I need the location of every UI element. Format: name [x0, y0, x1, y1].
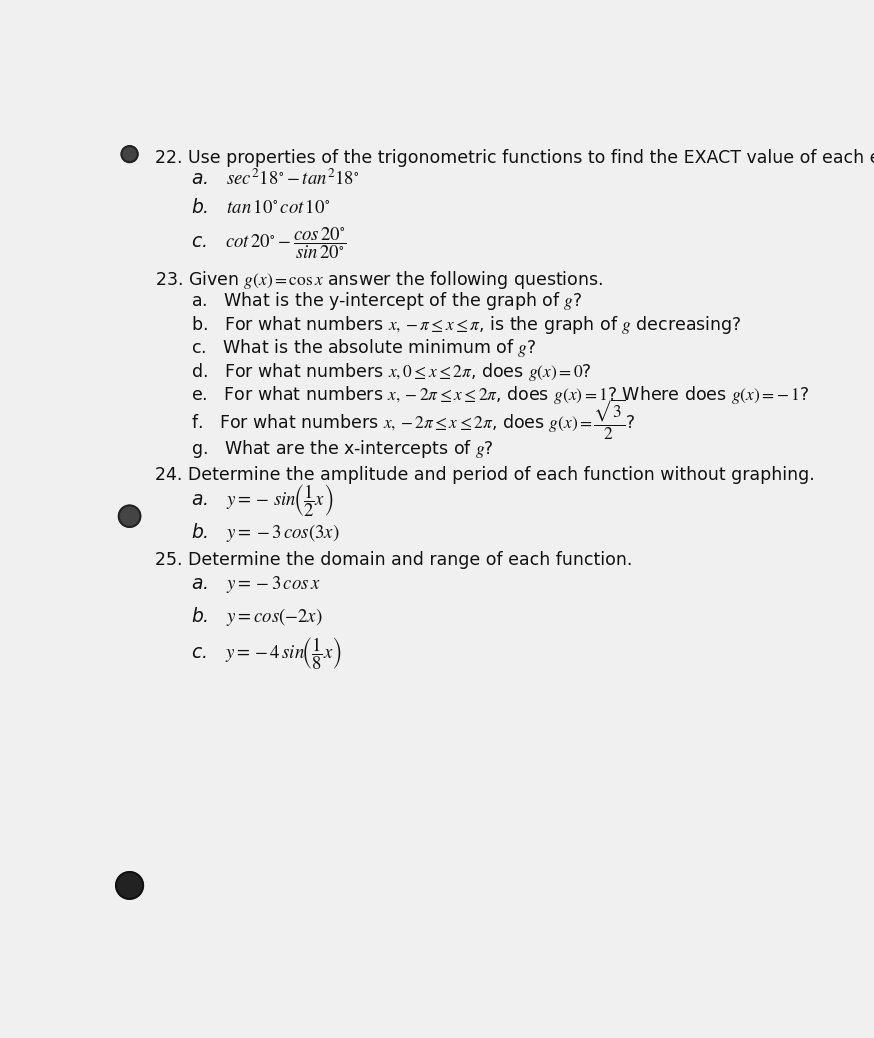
- Text: g.   What are the x-intercepts of $g$?: g. What are the x-intercepts of $g$?: [191, 438, 494, 460]
- Text: b.   For what numbers $x, -\pi \leq x \leq \pi$, is the graph of $g$ decreasing?: b. For what numbers $x, -\pi \leq x \leq…: [191, 315, 741, 336]
- Text: c.   $\mathit{cot}\, \mathit{20}^{\circ} - \dfrac{\mathit{cos}\, \mathit{20}^{\c: c. $\mathit{cot}\, \mathit{20}^{\circ} -…: [191, 225, 346, 261]
- Text: a.   $y = -3\,\mathit{cos}\, x$: a. $y = -3\,\mathit{cos}\, x$: [191, 574, 320, 596]
- Text: 22. Use properties of the trigonometric functions to find the EXACT value of eac: 22. Use properties of the trigonometric …: [156, 149, 874, 167]
- Text: 25. Determine the domain and range of each function.: 25. Determine the domain and range of ea…: [156, 551, 633, 569]
- Ellipse shape: [121, 146, 138, 162]
- Text: b.   $y = -3\,\mathit{cos}(3x)$: b. $y = -3\,\mathit{cos}(3x)$: [191, 521, 339, 544]
- Text: a.   $\mathit{sec}^{\mathit{2}}\mathit{18}^{\circ} - \mathit{tan}^{\mathit{2}}\m: a. $\mathit{sec}^{\mathit{2}}\mathit{18}…: [191, 169, 359, 189]
- Text: a.   What is the y-intercept of the graph of $g$?: a. What is the y-intercept of the graph …: [191, 291, 582, 312]
- Ellipse shape: [119, 506, 141, 527]
- Text: b.   $\mathit{tan}\, \mathit{10}^{\circ}\, \mathit{cot}\, \mathit{10}^{\circ}$: b. $\mathit{tan}\, \mathit{10}^{\circ}\,…: [191, 198, 329, 217]
- Text: a.   $y = -\,\mathit{sin}\!\left(\dfrac{1}{2}x\right)$: a. $y = -\,\mathit{sin}\!\left(\dfrac{1}…: [191, 482, 333, 519]
- Text: b.   $y = \mathit{cos}(-2x)$: b. $y = \mathit{cos}(-2x)$: [191, 605, 323, 628]
- Text: 24. Determine the amplitude and period of each function without graphing.: 24. Determine the amplitude and period o…: [156, 466, 815, 484]
- Ellipse shape: [116, 872, 143, 899]
- Text: c.   What is the absolute minimum of $g$?: c. What is the absolute minimum of $g$?: [191, 337, 536, 359]
- Text: 23. Given $g(x) = \cos x$ answer the following questions.: 23. Given $g(x) = \cos x$ answer the fol…: [156, 269, 603, 291]
- Text: f.   For what numbers $x, -2\pi \leq x \leq 2\pi$, does $g(x) = \dfrac{\sqrt{3}}: f. For what numbers $x, -2\pi \leq x \le…: [191, 398, 635, 442]
- Text: e.   For what numbers $x, -2\pi \leq x \leq 2\pi$, does $g(x) = 1$? Where does $: e. For what numbers $x, -2\pi \leq x \le…: [191, 384, 808, 406]
- Text: c.   $y = -4\,\mathit{sin}\!\left(\dfrac{1}{8}x\right)$: c. $y = -4\,\mathit{sin}\!\left(\dfrac{1…: [191, 635, 341, 672]
- Text: d.   For what numbers $x, 0 \leq x \leq 2\pi$, does $g(x) = 0$?: d. For what numbers $x, 0 \leq x \leq 2\…: [191, 360, 591, 383]
